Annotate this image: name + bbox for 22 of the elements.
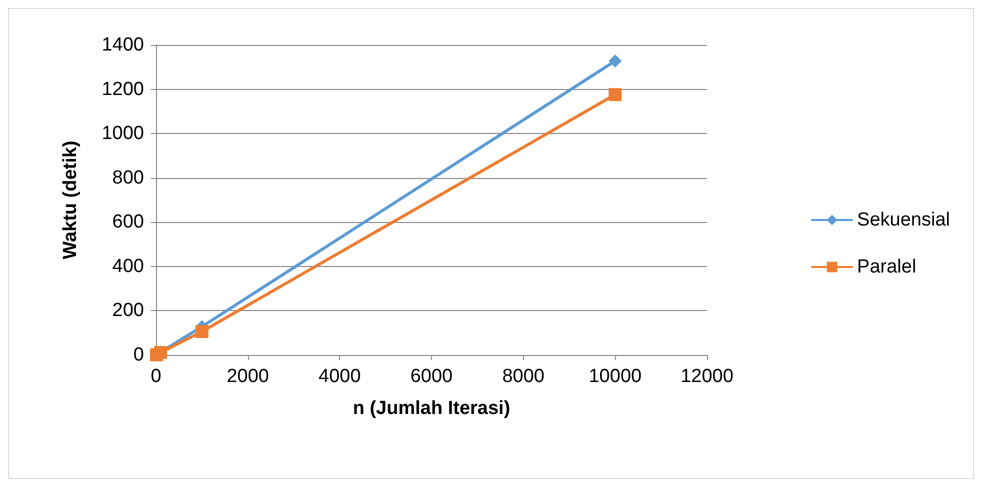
y-tick-label: 400: [112, 256, 144, 277]
point: [195, 325, 208, 338]
y-tick-label: 0: [133, 344, 144, 366]
x-tick-label: 6000: [410, 366, 453, 387]
y-tick-label: 200: [112, 300, 144, 322]
legend-label: Sekuensial: [857, 210, 950, 230]
x-tick-label: 4000: [318, 366, 361, 387]
y-tick-label: 1200: [102, 78, 144, 100]
x-axis-title: n (Jumlah Iterasi): [352, 398, 510, 419]
y-tick-label: 800: [112, 167, 144, 188]
point: [608, 88, 622, 102]
x-tick-label: 2000: [226, 366, 269, 387]
x-tick-label: 8000: [502, 366, 544, 387]
x-tick-label: 12000: [680, 366, 734, 387]
legend-label: Paralel: [857, 256, 916, 278]
point: [608, 54, 622, 68]
y-tick-label: 600: [112, 212, 144, 233]
y-axis-title: Waktu (detik): [60, 140, 81, 260]
x-tick-label: 0: [150, 366, 162, 387]
x-tick-label: 10000: [588, 366, 642, 387]
y-tick-label: 1400: [102, 34, 144, 56]
y-tick-label: 1000: [102, 123, 144, 144]
